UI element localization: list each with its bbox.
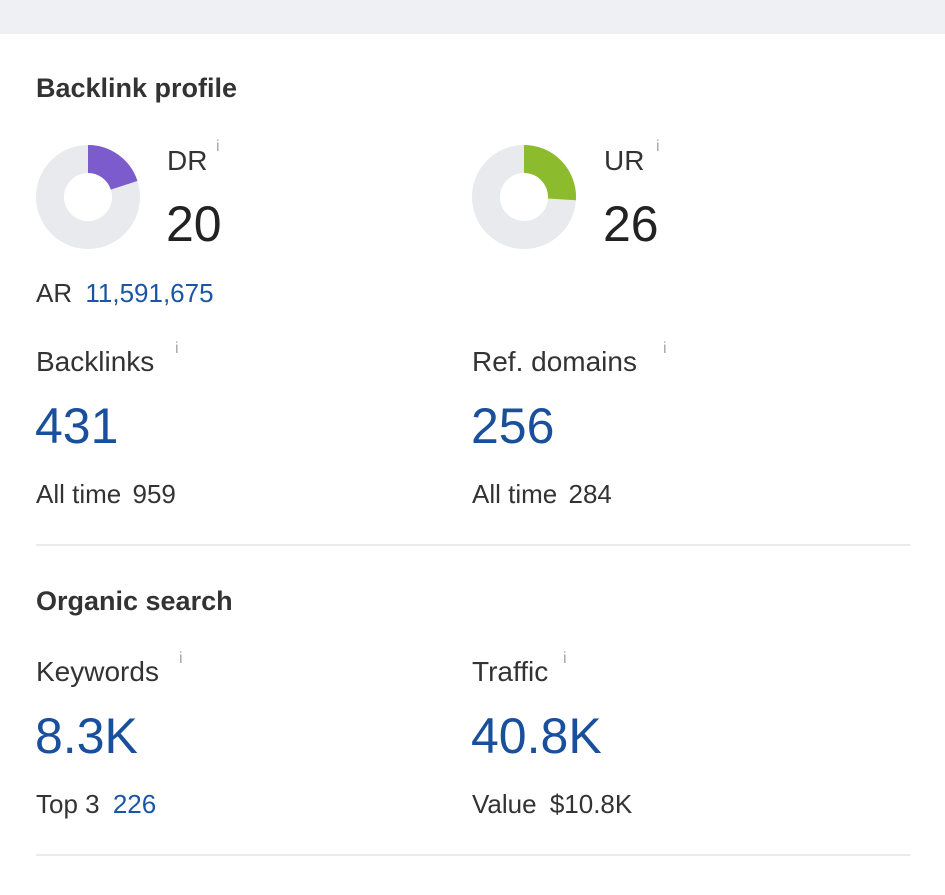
organic-search-title: Organic search (36, 586, 233, 616)
ref-domains-all-time-label: All time (472, 479, 558, 509)
backlinks-all-time-label: All time (36, 479, 122, 509)
backlinks-info-icon[interactable]: i (175, 340, 179, 357)
ref-domains-all-time-value: 284 (568, 479, 612, 509)
traffic-value-link[interactable]: 40.8K (471, 708, 602, 764)
dr-donut-arc (87, 145, 138, 191)
dr-value: 20 (166, 196, 222, 252)
ar-label: AR (36, 278, 73, 308)
backlink-profile-title: Backlink profile (36, 73, 238, 103)
ref-domains-info-icon[interactable]: i (663, 340, 667, 357)
ref-domains-label: Ref. domains (472, 346, 637, 377)
ur-info-icon[interactable]: i (656, 138, 660, 155)
keywords-label: Keywords (36, 656, 159, 687)
keywords-top3: Top 3 226 (36, 789, 156, 820)
top-bar (0, 0, 945, 34)
keywords-top3-label: Top 3 (36, 789, 100, 819)
ar-value-link[interactable]: 11,591,675 (85, 278, 214, 308)
keywords-top3-value-link[interactable]: 226 (112, 789, 157, 819)
keywords-value-link[interactable]: 8.3K (35, 708, 138, 764)
ar-row: AR 11,591,675 (36, 278, 214, 309)
section-divider (36, 544, 910, 546)
ur-label: UR (604, 145, 645, 176)
backlinks-label: Backlinks (36, 346, 155, 377)
ur-value: 26 (603, 196, 659, 252)
traffic-info-icon[interactable]: i (563, 650, 567, 667)
keywords-info-icon[interactable]: i (179, 650, 183, 667)
traffic-label: Traffic (472, 656, 549, 687)
traffic-value: Value $10.8K (472, 789, 632, 820)
traffic-value-label: Value (472, 789, 537, 819)
traffic-value-amount: $10.8K (549, 789, 633, 819)
backlinks-all-time: All time 959 (36, 479, 176, 510)
section-divider-bottom (36, 854, 910, 856)
dr-info-icon[interactable]: i (216, 138, 220, 155)
ur-donut-chart (472, 145, 576, 249)
ur-donut-arc (523, 145, 576, 201)
backlinks-all-time-value: 959 (132, 479, 176, 509)
dr-label: DR (167, 145, 208, 176)
dr-donut-chart (36, 145, 140, 249)
ref-domains-all-time: All time 284 (472, 479, 612, 510)
ref-domains-value-link[interactable]: 256 (471, 398, 555, 454)
backlinks-value-link[interactable]: 431 (35, 398, 119, 454)
